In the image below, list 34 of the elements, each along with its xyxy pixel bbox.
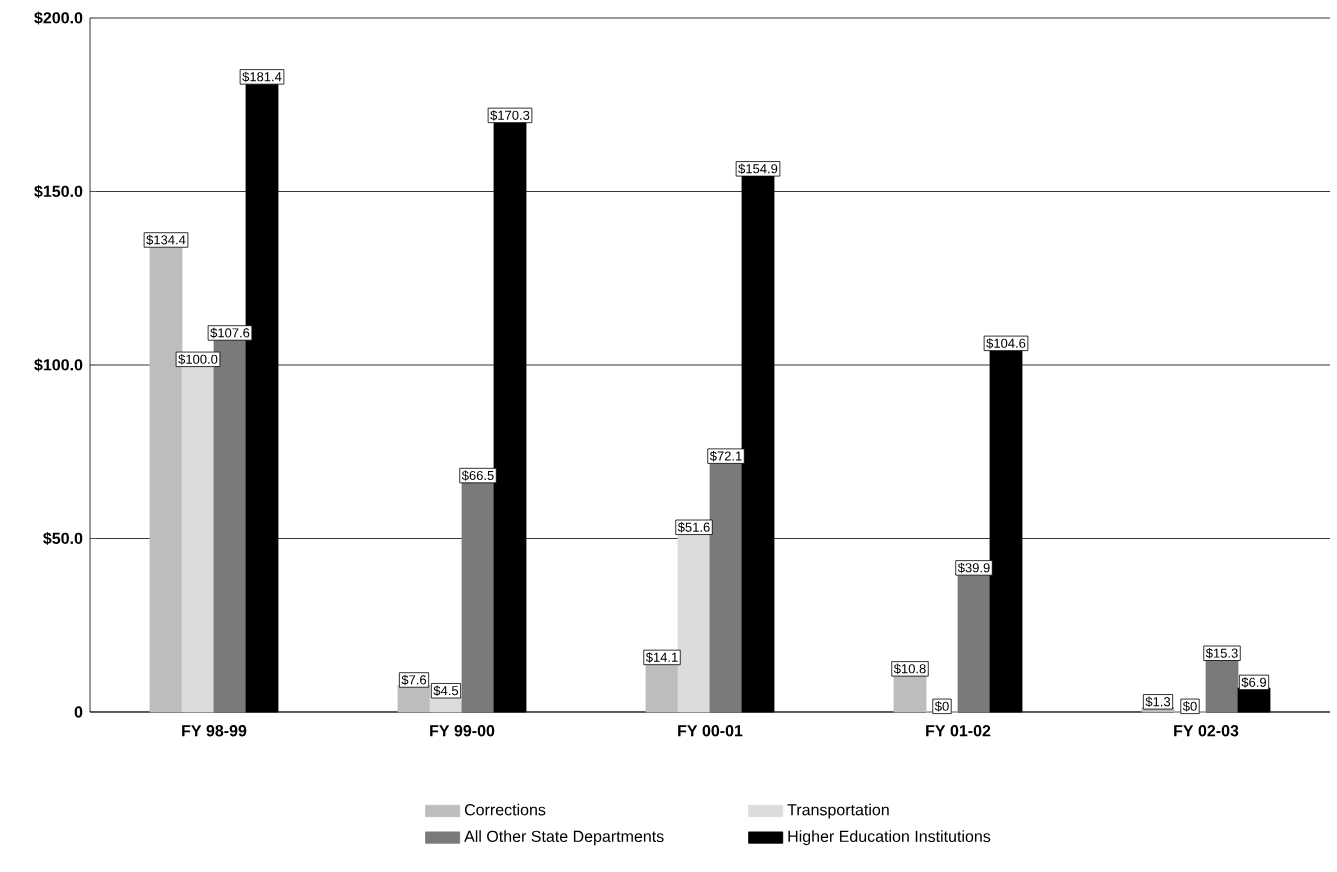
data-label: $15.3 (1205, 648, 1238, 659)
data-label: $134.4 (146, 234, 186, 246)
data-label: $107.6 (210, 327, 250, 339)
legend-label: Corrections (464, 803, 546, 816)
data-label: $66.5 (461, 470, 494, 481)
data-label: $7.6 (401, 674, 427, 686)
x-tick-label: FY 00-01 (678, 725, 743, 737)
y-tick-label: $200.0 (34, 11, 83, 25)
x-tick-label: FY 01-02 (926, 725, 991, 737)
data-label: $181.4 (242, 71, 282, 83)
data-label: $154.9 (738, 163, 778, 175)
data-label: $0 (934, 701, 949, 712)
x-tick-label: FY 99-00 (430, 725, 495, 737)
data-label: $6.9 (1241, 677, 1267, 688)
y-tick-label: $150.0 (34, 184, 83, 199)
data-label: $170.3 (490, 110, 530, 121)
x-tick-label: FY 98-99 (182, 725, 247, 737)
legend-label: Transportation (787, 803, 889, 819)
data-label: $51.6 (677, 522, 710, 533)
data-label: $100.0 (178, 354, 218, 365)
legend-label: Higher Education Institutions (788, 830, 991, 846)
data-label: $1.3 (1145, 696, 1171, 708)
data-label: $39.9 (957, 562, 990, 574)
data-label: $10.8 (893, 663, 926, 675)
legend-label: All Other State Departments (464, 830, 664, 846)
y-tick-label: $100.0 (34, 358, 83, 372)
y-tick-label: 0 (74, 706, 83, 718)
data-label: $104.6 (986, 338, 1026, 349)
data-label: $14.1 (645, 652, 678, 663)
x-tick-label: FY 02-03 (1174, 725, 1239, 737)
data-label: $4.5 (433, 685, 459, 696)
data-label: $72.1 (709, 450, 742, 462)
y-tick-label: $50.0 (43, 531, 83, 546)
data-label: $0 (1182, 701, 1197, 712)
